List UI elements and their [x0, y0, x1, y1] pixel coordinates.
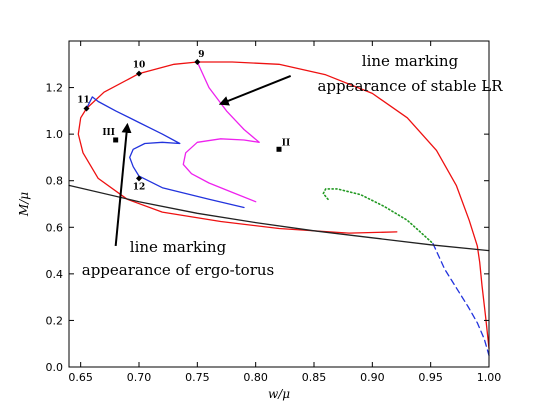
x-tick-label: 1.00: [477, 371, 502, 384]
series-line-1: [77, 61, 490, 350]
plot-lines: [68, 61, 490, 357]
marker-label-10: 10: [133, 61, 146, 71]
y-tick-label: 0.6: [46, 221, 64, 234]
series-line-3: [182, 61, 260, 203]
annotation-arrow-2: [114, 122, 132, 247]
marker-point-12: [136, 175, 142, 182]
marker-point-11: [83, 105, 90, 112]
axes: 0.65 0.70 0.75 0.80 0.85 0.90 0.95 1.00 0.0 0.2 0.…: [46, 41, 502, 384]
marker-label-12: 12: [133, 182, 146, 192]
marker-point-II: [276, 146, 282, 152]
annotation-text-1-1: line marking: [362, 52, 459, 70]
y-axis-label: M/μ: [17, 192, 31, 217]
annotation-text-2-1: line marking: [130, 238, 227, 256]
x-tick-label: 0.70: [127, 371, 152, 384]
annotations: line marking appearance of stable LR line …: [82, 52, 503, 279]
x-tick-label: 0.95: [418, 371, 443, 384]
y-tick-label: 1.0: [46, 128, 64, 141]
x-axis-label: w/μ: [268, 387, 290, 401]
marker-label-III: III: [102, 128, 115, 138]
marker-point-III: [113, 137, 119, 143]
series-line-6: [68, 184, 490, 252]
plot-frame: [68, 40, 490, 368]
x-tick-label: 0.90: [360, 371, 385, 384]
annotation-text-1-2: appearance of stable LR: [317, 77, 503, 95]
series-line-5: [432, 242, 490, 357]
series-line-2: [85, 96, 245, 209]
marker-point-10: [136, 70, 142, 77]
marker-point-9: [194, 58, 201, 65]
y-tick-label: 1.2: [46, 82, 64, 95]
y-tick-label: 0.0: [46, 361, 64, 374]
annotation-text-2-2: appearance of ergo-torus: [82, 261, 274, 279]
y-tick-label: 0.4: [46, 268, 64, 281]
x-tick-label: 0.80: [243, 371, 268, 384]
y-tick-label: 0.2: [46, 314, 64, 327]
x-tick-label: 0.85: [302, 371, 327, 384]
y-tick-label: 0.8: [46, 175, 64, 188]
marker-label-II: II: [282, 138, 290, 148]
series-line-4: [322, 188, 434, 245]
marker-label-11: 11: [77, 96, 90, 106]
x-tick-label: 0.75: [185, 371, 210, 384]
annotation-arrow-1: [218, 74, 292, 106]
marker-label-9: 9: [198, 50, 204, 60]
x-tick-label: 0.65: [68, 371, 93, 384]
